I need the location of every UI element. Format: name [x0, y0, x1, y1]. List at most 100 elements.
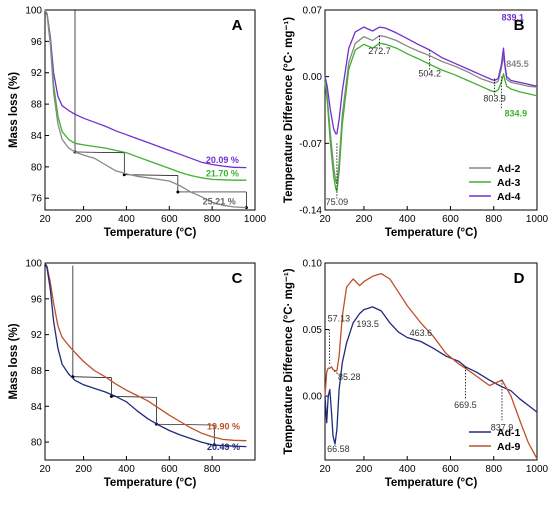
legend-entry: Ad-2: [497, 163, 520, 175]
x-tick-label: 1000: [526, 214, 549, 225]
peak-label: 837.9: [491, 423, 514, 433]
x-tick-label: 200: [356, 464, 373, 475]
legend-entry: Ad-3: [497, 177, 520, 189]
y-axis-label: Mass loss (%): [8, 72, 20, 148]
x-tick-label: 200: [356, 214, 373, 225]
x-axis-label: Temperature (°C): [104, 477, 197, 489]
y-axis-label: Mass loss (%): [8, 323, 20, 399]
y-tick-label: -0.07: [299, 139, 322, 150]
x-tick-label: 20: [319, 214, 331, 225]
x-tick-label: 400: [118, 464, 135, 475]
y-tick-label: 96: [31, 294, 43, 305]
plot-frame: [44, 9, 256, 211]
mass-loss-label: 20.49 %: [207, 442, 240, 452]
panel-D: 20 200 400 600 800 1000 0.00 0.05 0.10 Temperatur…: [283, 259, 549, 490]
series-line-Ad-3: [324, 42, 538, 192]
peak-label: 834.9: [505, 109, 528, 119]
mass-loss-label: 25.21 %: [203, 197, 236, 207]
y-tick-label: 92: [31, 330, 43, 341]
y-tick-label: 100: [25, 259, 42, 270]
series-line-Ad-3: [44, 9, 247, 181]
peak-label: 85.28: [338, 372, 361, 382]
y-axis-label: Temperature Difference (°C· mg⁻¹): [283, 17, 295, 203]
y-tick-label: 0.00: [303, 392, 323, 403]
y-tick-label: 0.07: [303, 6, 323, 17]
series-line-Ad-4: [44, 9, 247, 169]
step-guide-line: [111, 396, 157, 398]
y-tick-label: 88: [31, 100, 43, 111]
peak-label: 57.13: [328, 314, 351, 324]
panel-label: A: [232, 17, 243, 34]
peak-label: 193.5: [356, 319, 379, 329]
y-tick-label: 80: [31, 162, 43, 173]
panel-C: 20 200 400 600 800 80 84 88 92 96 100 Temperature (…: [8, 259, 256, 489]
peak-label: 66.58: [327, 444, 350, 454]
series-line-Ad-9: [324, 272, 538, 460]
y-tick-label: 0.10: [303, 259, 323, 270]
peak-label: 845.5: [506, 59, 529, 69]
series-line-Ad-9: [44, 262, 247, 442]
x-tick-label: 1000: [526, 464, 549, 475]
x-tick-label: 800: [485, 214, 502, 225]
y-tick-label: -0.14: [299, 206, 322, 217]
series-line-Ad-4: [324, 26, 538, 135]
step-guide-dot: [244, 206, 248, 210]
plot-frame: [44, 262, 256, 461]
series-line-Ad-1: [44, 262, 247, 448]
x-tick-label: 200: [75, 214, 92, 225]
peak-label: 504.2: [418, 69, 441, 79]
mass-loss-label: 19.90 %: [207, 422, 240, 432]
panel-label: D: [514, 270, 525, 287]
y-axis-label: Temperature Difference (°C· mg⁻¹): [283, 268, 295, 454]
x-tick-label: 600: [442, 214, 459, 225]
x-tick-label: 800: [204, 214, 221, 225]
x-tick-label: 400: [399, 464, 416, 475]
panel-label: C: [232, 270, 243, 287]
x-tick-label: 400: [399, 214, 416, 225]
x-tick-label: 800: [485, 464, 502, 475]
y-tick-label: 100: [25, 6, 42, 17]
step-guide-dot: [109, 394, 113, 398]
x-axis-label: Temperature (°C): [385, 227, 478, 239]
panel-A: 20 200 400 600 800 1000 76 80 84 88 92 96 100 Tempera…: [8, 6, 267, 240]
peak-label: 272.7: [368, 46, 391, 56]
legend-entry: Ad-9: [497, 441, 520, 453]
legend-entry: Ad-1: [497, 427, 520, 439]
plot-frame: [324, 9, 538, 211]
x-tick-label: 20: [39, 464, 51, 475]
peak-label: 75.09: [326, 197, 349, 207]
legend: Ad-1 Ad-9: [469, 427, 520, 453]
panel-B: 20 200 400 600 800 1000 -0.14 -0.07 0.00 0.07 Temp…: [283, 6, 549, 240]
x-tick-label: 400: [118, 214, 135, 225]
x-tick-label: 1000: [244, 214, 267, 225]
x-tick-label: 800: [204, 464, 221, 475]
y-tick-label: 0.05: [303, 325, 323, 336]
y-tick-label: 92: [31, 68, 43, 79]
legend: Ad-2 Ad-3 Ad-4: [469, 163, 520, 203]
panel-label: B: [514, 17, 525, 34]
step-guide-dot: [176, 190, 180, 194]
mass-loss-label: 21.70 %: [206, 168, 239, 178]
y-tick-label: 96: [31, 37, 43, 48]
step-guides: [71, 265, 216, 447]
y-tick-label: 0.00: [303, 72, 323, 83]
plot-frame: [324, 262, 538, 461]
peak-label: 463.6: [410, 328, 433, 338]
x-tick-label: 600: [442, 464, 459, 475]
peak-marker: [333, 370, 340, 376]
peak-label: 669.5: [454, 400, 477, 410]
peak-label: 803.9: [483, 93, 506, 103]
y-tick-label: 84: [31, 402, 43, 413]
series-line-Ad-1: [324, 306, 538, 445]
mass-loss-label: 20.09 %: [206, 155, 239, 165]
peak-label: 839.1: [502, 12, 525, 22]
y-tick-label: 80: [31, 438, 43, 449]
y-tick-label: 84: [31, 131, 43, 142]
x-tick-label: 600: [161, 464, 178, 475]
y-tick-label: 88: [31, 366, 43, 377]
x-tick-label: 600: [161, 214, 178, 225]
legend-entry: Ad-4: [497, 191, 520, 203]
x-tick-label: 20: [319, 464, 331, 475]
series-line-Ad-2: [44, 9, 247, 209]
